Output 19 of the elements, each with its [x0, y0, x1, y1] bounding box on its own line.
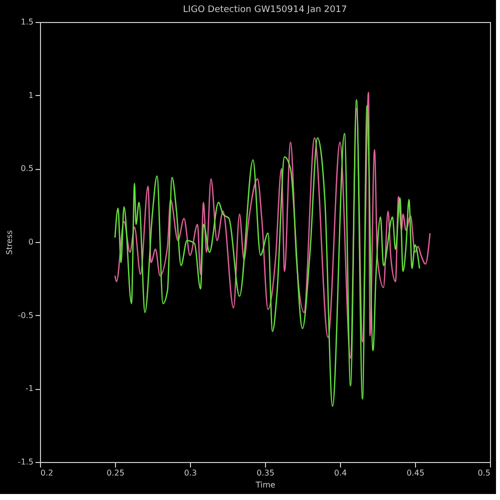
- x-tick-label: 0.4: [334, 468, 347, 478]
- x-tick-label: 0.25: [106, 468, 124, 478]
- x-axis-title: Time: [254, 480, 276, 490]
- line-series: [114, 99, 420, 407]
- x-tick-label: 0.5: [478, 468, 490, 478]
- y-tick-label: 1: [28, 90, 34, 100]
- x-tick-label: 0.35: [256, 468, 274, 478]
- x-tick-label: 0.2: [40, 468, 54, 478]
- y-axis-title: Stress: [4, 230, 14, 255]
- line-series: [114, 92, 431, 359]
- y-tick-label: 1.5: [20, 18, 34, 26]
- y-tick-label: 0.5: [20, 164, 34, 174]
- y-tick-label: -0.5: [18, 310, 34, 320]
- y-tick-label: -1.5: [18, 458, 34, 466]
- x-tick-label: 0.45: [406, 468, 424, 478]
- y-tick-label: 0: [28, 238, 34, 246]
- y-tick-label: -1: [26, 384, 34, 394]
- chart-title: LIGO Detection GW150914 Jan 2017: [183, 5, 347, 15]
- x-tick-label: 0.3: [184, 468, 197, 478]
